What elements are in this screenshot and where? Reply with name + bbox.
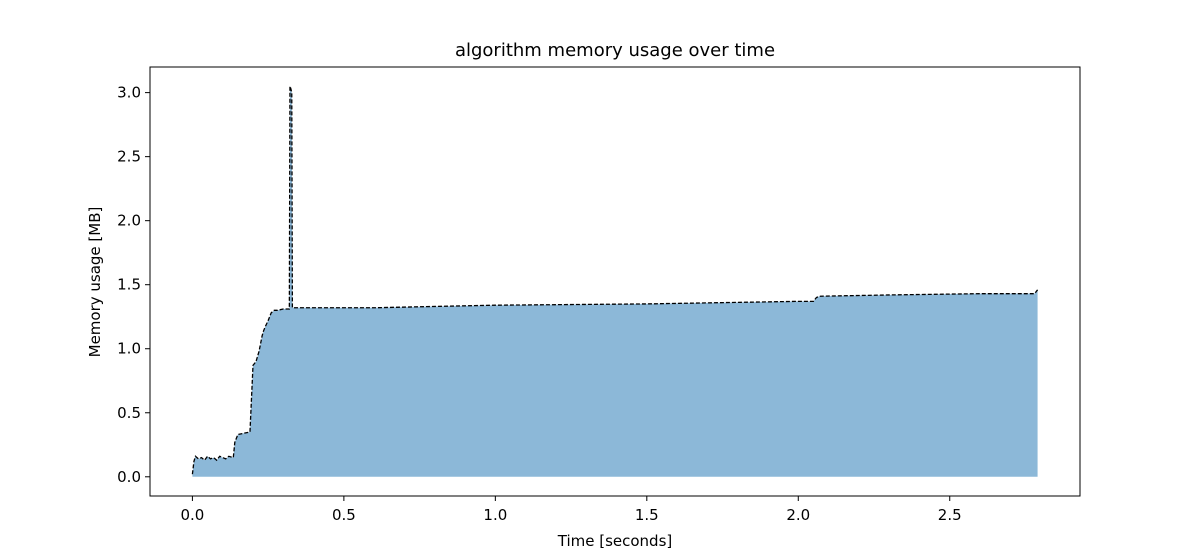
memory-area-fill [192, 86, 1038, 477]
y-tick-label: 1.0 [117, 340, 141, 358]
y-tick-label: 3.0 [117, 84, 141, 102]
x-axis: 0.0 0.5 1.0 1.5 2.0 2.5 [180, 496, 962, 524]
x-tick-label: 2.0 [786, 506, 810, 524]
plot-area [191, 85, 1039, 477]
memory-usage-line [191, 85, 1039, 475]
x-tick-label: 2.5 [938, 506, 962, 524]
plot-frame [149, 66, 1081, 497]
y-tick-label: 0.5 [117, 404, 141, 422]
x-tick-label: 0.0 [180, 506, 204, 524]
x-tick-label: 0.5 [332, 506, 356, 524]
y-axis-label: Memory usage [MB] [86, 207, 104, 358]
y-axis: 0.0 0.5 1.0 1.5 2.0 2.5 3.0 [117, 84, 150, 486]
y-tick-label: 0.0 [117, 468, 141, 486]
y-tick-label: 1.5 [117, 276, 141, 294]
x-tick-label: 1.5 [635, 506, 659, 524]
x-tick-label: 1.0 [483, 506, 507, 524]
chart-title: algorithm memory usage over time [455, 40, 775, 61]
y-tick-label: 2.5 [117, 148, 141, 166]
x-axis-label: Time [seconds] [557, 532, 673, 550]
y-tick-label: 2.0 [117, 212, 141, 230]
